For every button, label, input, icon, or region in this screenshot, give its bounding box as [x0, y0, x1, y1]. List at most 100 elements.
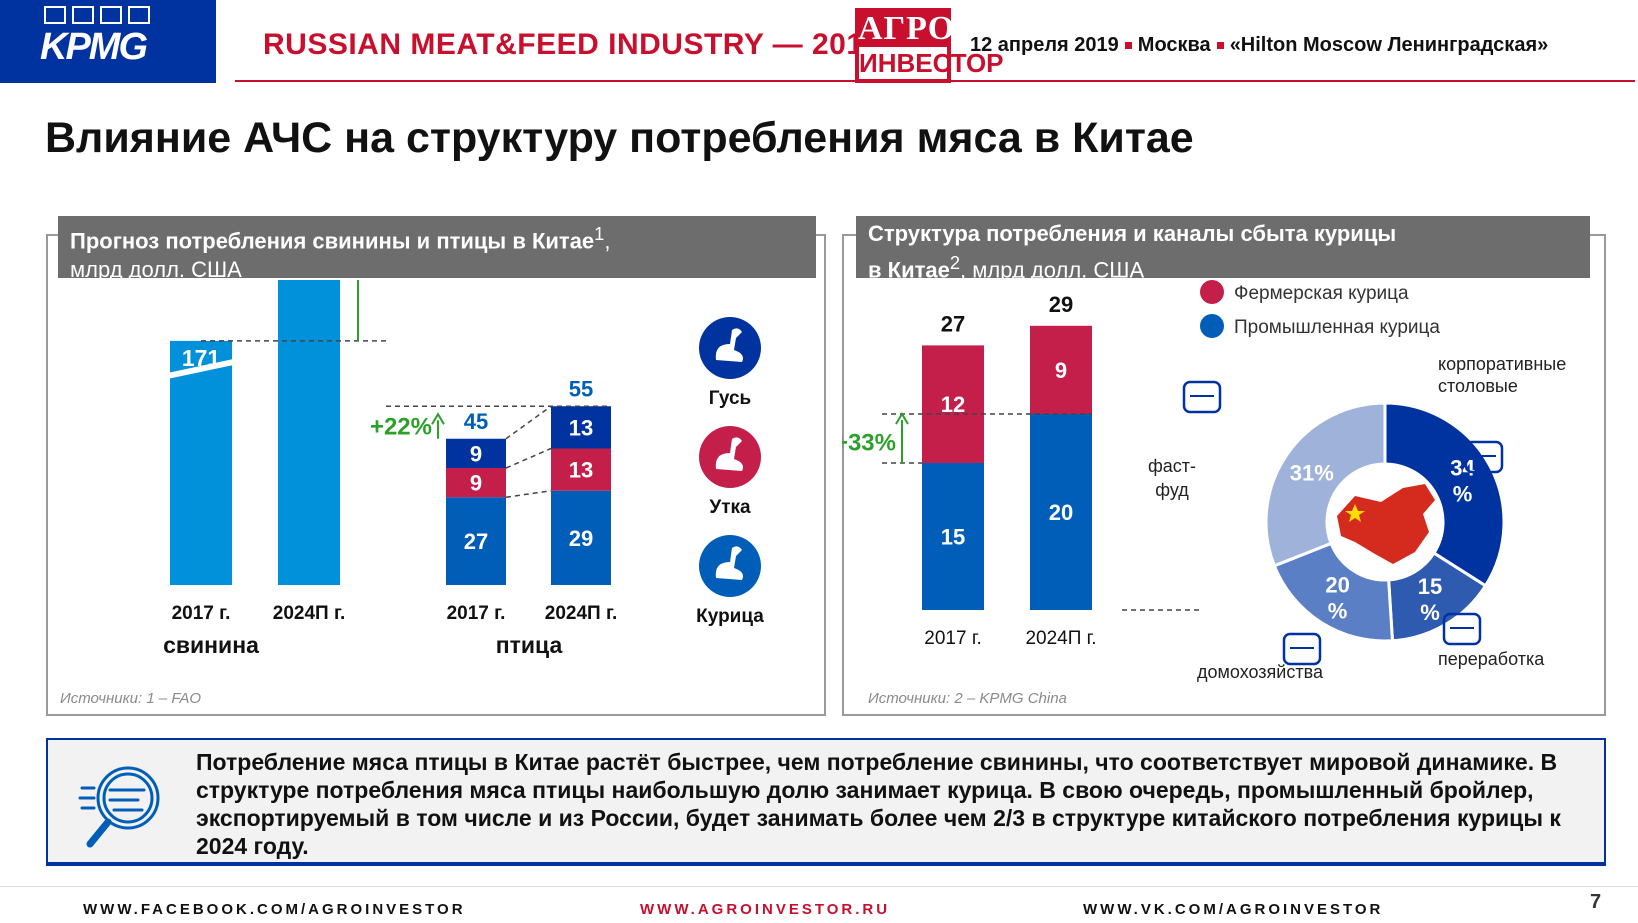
- right-panel-title-line1: Структура потребления и каналы сбыта кур…: [868, 221, 1397, 246]
- goose-icon-shape: [715, 328, 743, 362]
- summary-box: [46, 738, 1606, 866]
- chicken-legend-label: Фермерская курица: [1234, 283, 1409, 304]
- chicken-segment: [1030, 325, 1092, 414]
- poultry-segment-label: 9: [470, 441, 482, 466]
- china-map-icon: [1337, 484, 1435, 564]
- poultry-segment-курица: [446, 497, 506, 585]
- donut-value-label: %: [1420, 600, 1440, 625]
- species-legend-label: Курица: [696, 606, 764, 627]
- left-panel-subtitle: млрд долл. США: [70, 257, 242, 283]
- poultry-segment-утка: [551, 448, 611, 491]
- pork-category-label: 2024П г.: [273, 603, 346, 624]
- event-date: 12 апреля 2019: [970, 34, 1119, 56]
- poultry-segment-connector: [505, 490, 552, 498]
- left-panel-footnote-mark: 1: [594, 223, 605, 244]
- chicken-segment-label: 9: [1055, 358, 1067, 383]
- species-legend-label: Гусь: [709, 388, 751, 409]
- chicken-segment: [922, 345, 984, 463]
- right-panel-title-line2: в Китае: [868, 257, 950, 283]
- chicken-icon-shape: [715, 546, 743, 580]
- page-title: Влияние АЧС на структуру потребления мяс…: [45, 114, 1194, 162]
- square-bullet-icon: [1124, 42, 1132, 49]
- axis-break-mark: [168, 358, 234, 379]
- species-legend: Гусь Утка Курица: [696, 317, 764, 627]
- pork-category-label: 2017 г.: [172, 603, 231, 624]
- poultry-segment-курица: [551, 490, 611, 585]
- right-charts: 15 12 27 2017 г. 20 9 29 2024П г. +33% Фермерская…: [842, 280, 1566, 682]
- donut-channel-label: переработка: [1438, 649, 1545, 669]
- species-legend-label: Утка: [709, 497, 751, 518]
- donut-channel-label: домохозяйства: [1197, 662, 1324, 682]
- event-venue: «Hilton Moscow Ленинградская»: [1229, 34, 1549, 56]
- square-bullet-icon: [1216, 42, 1224, 49]
- page-number: 7: [1590, 891, 1602, 913]
- poultry-growth-arrow-head: [431, 412, 445, 425]
- chicken-growth-arrow-head: [895, 412, 909, 425]
- chicken-legend-label: Промышленная курица: [1234, 317, 1440, 338]
- poultry-segment-connector: [505, 447, 552, 469]
- poultry-segment-гусь: [446, 438, 506, 468]
- chicken-growth-label: +33%: [842, 430, 896, 457]
- vk-link[interactable]: WWW.VK.COM/AGROINVESTOR: [1083, 901, 1384, 918]
- kpmg-logo-text: KPMG: [40, 26, 148, 68]
- factory-icon: [1442, 612, 1482, 646]
- poultry-category-label: 2017 г.: [447, 603, 506, 624]
- poultry-segment-label: 27: [464, 529, 488, 554]
- poultry-segment-label: 9: [470, 471, 482, 496]
- pork-bar: [278, 280, 340, 585]
- footer-divider: [0, 886, 1638, 887]
- donut-slice: [1383, 401, 1506, 588]
- poultry-segment-гусь: [551, 406, 611, 449]
- chicken-segment: [1030, 414, 1092, 610]
- left-source: Источники: 1 – FAO: [60, 690, 202, 707]
- chicken-legend-swatch: [1200, 280, 1224, 304]
- donut-value-label: 31%: [1290, 460, 1334, 485]
- poultry-growth-label: +22%: [370, 414, 432, 441]
- kpmg-squares-icon: [44, 6, 174, 28]
- chicken-segment-label: 15: [941, 525, 965, 550]
- chicken-chart: 15 12 27 2017 г. 20 9 29 2024П г. +33% Фермерская…: [842, 280, 1440, 649]
- conference-title: RUSSIAN MEAT&FEED INDUSTRY — 2019: [263, 28, 881, 61]
- chicken-segment-label: 20: [1049, 500, 1073, 525]
- magnifier-report-icon: [78, 766, 160, 848]
- donut-channel-label: столовые: [1438, 376, 1518, 396]
- right-source: Источники: 2 – KPMG China: [868, 690, 1067, 707]
- poultry-segment-label: 13: [569, 415, 593, 440]
- poultry-group-label: птица: [496, 632, 563, 658]
- donut-value-label: %: [1453, 481, 1473, 506]
- chicken-category-label: 2024П г.: [1025, 628, 1096, 649]
- donut-value-label: 34: [1450, 455, 1475, 480]
- donut-channel-label: фаст-: [1148, 456, 1196, 476]
- donut-channel-label: корпоративные: [1438, 354, 1566, 374]
- duck-icon-shape: [715, 437, 743, 471]
- event-info: 12 апреля 2019 Москва «Hilton Moscow Ленин…: [970, 34, 1548, 57]
- donut-slice: [1264, 401, 1387, 568]
- pizza-icon: [1182, 380, 1222, 414]
- poultry-segment-label: 29: [569, 526, 593, 551]
- poultry-category-label: 2024П г.: [545, 603, 618, 624]
- agro-logo-line1: АГРО: [858, 10, 956, 47]
- agroinvestor-logo: АГРО ИНВЕСТОР: [855, 8, 1004, 83]
- poultry-chart: 27 9 9 45 2017 г. 29 13 13 55 2024П г. +22% птица: [370, 376, 617, 658]
- poultry-total-label: 55: [569, 376, 593, 401]
- website-link[interactable]: WWW.AGROINVESTOR.RU: [640, 901, 891, 918]
- chicken-category-label: 2017 г.: [924, 628, 981, 649]
- poultry-total-label: 45: [464, 409, 488, 434]
- pork-group-label: свинина: [163, 632, 259, 658]
- right-panel-footnote-mark: 2: [949, 252, 961, 273]
- donut-value-label: 15: [1418, 574, 1442, 599]
- agro-logo-line2: ИНВЕСТОР: [859, 47, 1004, 79]
- chicken-total-label: 27: [941, 311, 965, 336]
- poultry-segment-connector: [505, 405, 552, 440]
- summary-text: Потребление мяса птицы в Китае растёт бы…: [196, 749, 1561, 859]
- groceries-icon: [1282, 632, 1322, 666]
- chicken-total-label: 29: [1049, 292, 1073, 317]
- facebook-link[interactable]: WWW.FACEBOOK.COM/AGROINVESTOR: [83, 901, 466, 918]
- right-panel-title-tail: , млрд долл. США: [960, 257, 1145, 283]
- pork-value-label: 171: [182, 345, 221, 371]
- poultry-segment-label: 13: [569, 458, 593, 483]
- donut-channel-label: фуд: [1155, 480, 1189, 500]
- right-panel-header: Структура потребления и каналы сбыта кур…: [856, 216, 1590, 282]
